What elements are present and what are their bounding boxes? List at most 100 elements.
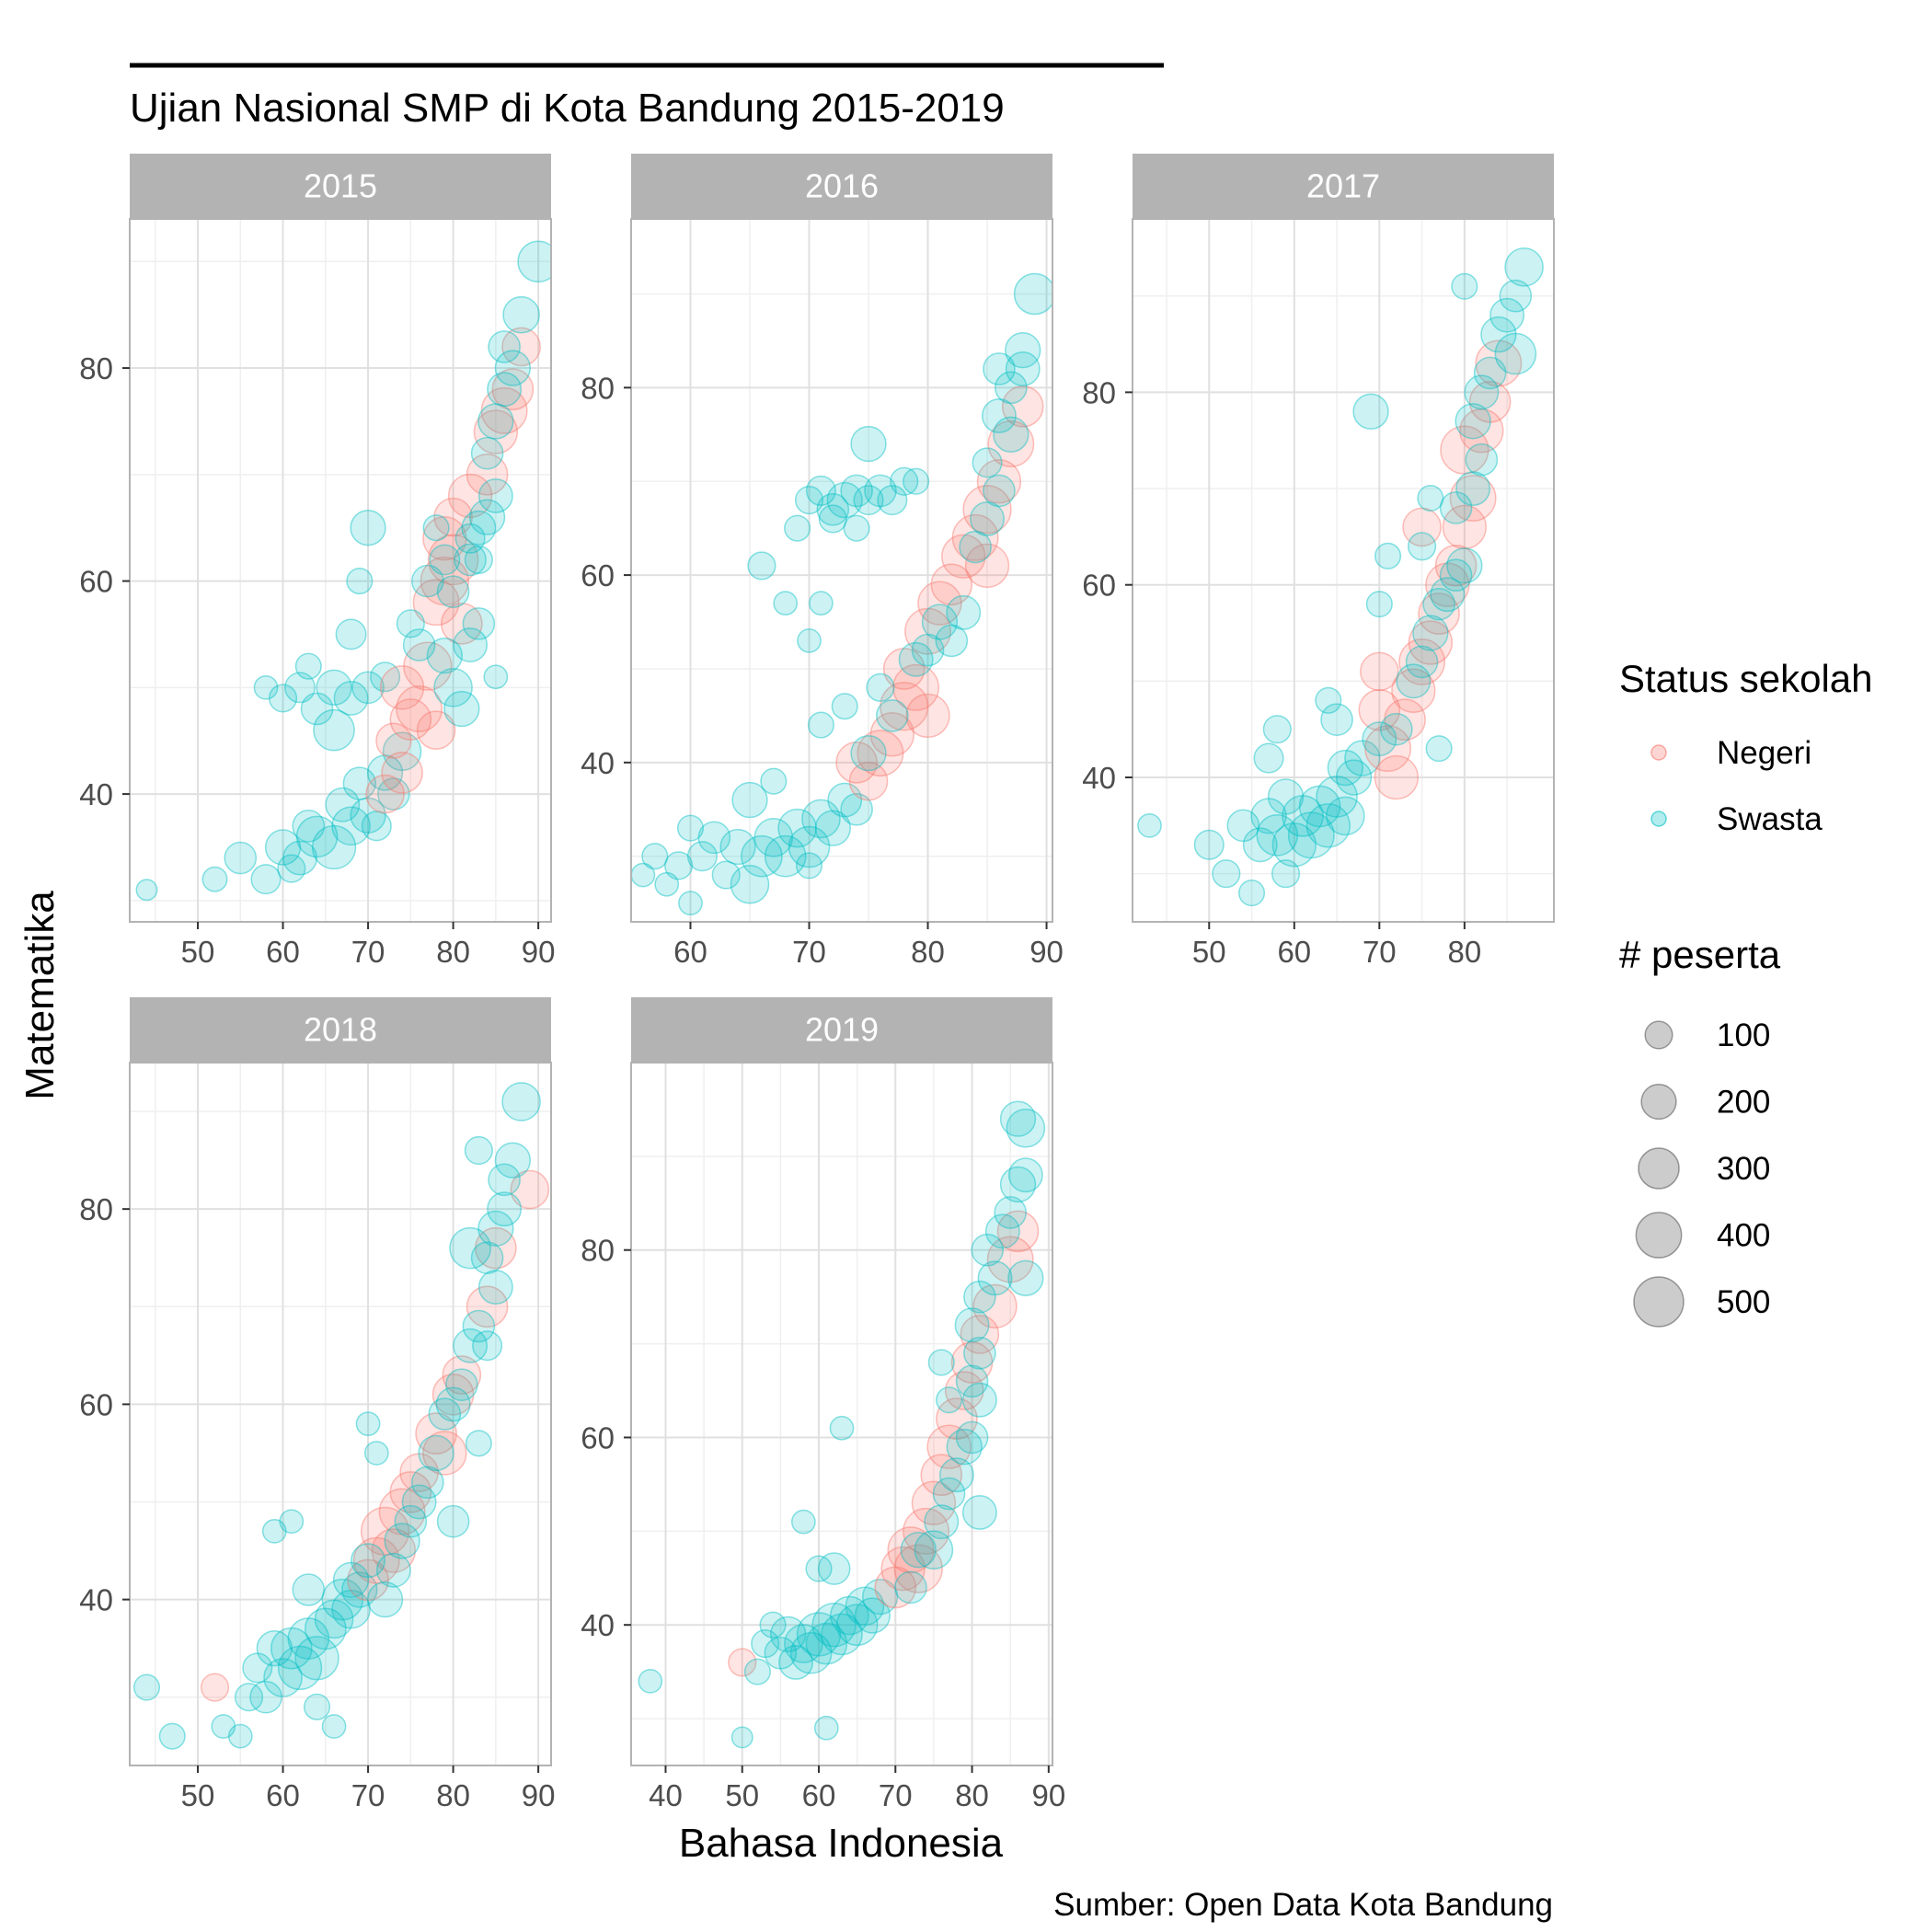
data-point-swasta (936, 1386, 963, 1414)
data-point-swasta (894, 1570, 927, 1604)
data-point-swasta (477, 403, 514, 440)
data-point-swasta (396, 609, 425, 638)
data-point-swasta (234, 1683, 264, 1712)
data-point-swasta (384, 1523, 420, 1559)
data-point-swasta (361, 811, 392, 842)
data-point-negeri (917, 581, 962, 626)
data-point-swasta (811, 1603, 857, 1648)
x-tick-label: 60 (802, 1778, 836, 1812)
size-legend-key (1644, 1020, 1673, 1050)
facet-strip (631, 154, 1052, 219)
data-point-swasta (429, 544, 461, 576)
data-point-negeri (1402, 507, 1442, 547)
data-point-swasta (898, 641, 934, 677)
data-point-swasta (1344, 740, 1381, 776)
data-point-negeri (951, 513, 999, 561)
data-point-negeri (1358, 688, 1401, 731)
data-point-swasta (350, 510, 386, 546)
x-tick-label: 40 (649, 1778, 683, 1812)
data-point-swasta (697, 821, 731, 855)
data-point-swasta (1405, 645, 1439, 679)
data-point-negeri (880, 1546, 926, 1592)
data-point-swasta (809, 591, 834, 616)
data-point-swasta (470, 436, 504, 470)
data-point-negeri (1468, 381, 1512, 423)
data-point-swasta (1412, 615, 1449, 651)
data-point-swasta (961, 1382, 997, 1418)
panel-grid (130, 219, 551, 922)
data-point-swasta (751, 1628, 780, 1659)
data-point-swasta (1380, 712, 1413, 746)
panel-2016: 2016 60 70 80 90 40 60 80 (581, 154, 1064, 969)
data-point-swasta (487, 372, 523, 408)
data-point-swasta (132, 1673, 161, 1701)
data-point-swasta (972, 447, 1003, 478)
data-point-negeri (976, 459, 1022, 504)
data-point-swasta (304, 1693, 331, 1720)
x-tick-label: 80 (436, 1778, 470, 1812)
data-point-swasta (454, 523, 486, 554)
data-point-negeri (427, 534, 479, 586)
x-tick-label: 80 (436, 935, 470, 969)
data-point-swasta (946, 1428, 983, 1466)
data-point-swasta (993, 416, 1029, 453)
data-point-swasta (250, 864, 282, 895)
data-point-negeri (835, 742, 878, 784)
y-tick-label: 80 (581, 1234, 615, 1268)
data-point-swasta (436, 1504, 470, 1538)
data-point-swasta (1013, 272, 1052, 316)
data-point-swasta (1425, 735, 1453, 763)
data-point-swasta (861, 1578, 899, 1616)
data-point-swasta (805, 1622, 848, 1665)
data-point-swasta (784, 514, 811, 542)
data-point-negeri (892, 663, 940, 711)
data-point-swasta (995, 371, 1028, 405)
data-point-negeri (1425, 562, 1470, 607)
data-point-swasta (814, 810, 851, 846)
data-point-swasta (955, 1364, 989, 1398)
data-point-swasta (1465, 443, 1499, 477)
data-point-swasta (963, 1280, 996, 1314)
x-tick-label: 90 (1029, 935, 1064, 969)
y-tick-label: 80 (79, 351, 113, 385)
data-point-swasta (1439, 558, 1473, 592)
data-point-negeri (371, 1528, 416, 1573)
data-point-swasta (818, 504, 847, 534)
data-point-swasta (790, 1509, 816, 1535)
data-point-swasta (346, 568, 374, 595)
data-point-negeri (375, 722, 412, 759)
panel-2015: 2015 50 60 70 80 90 40 60 80 (79, 154, 555, 969)
data-point-swasta (983, 474, 1016, 508)
data-point-negeri (936, 1397, 978, 1440)
size-legend-label: 200 (1717, 1085, 1770, 1121)
data-point-negeri (420, 556, 469, 606)
data-point-swasta (443, 690, 480, 728)
data-point-swasta (1193, 829, 1225, 860)
data-point-swasta (1396, 663, 1432, 699)
data-point-swasta (294, 1636, 339, 1681)
x-tick-label: 50 (181, 935, 215, 969)
data-point-swasta (835, 1604, 879, 1646)
data-point-swasta (1007, 1259, 1044, 1296)
data-point-negeri (441, 603, 483, 645)
data-point-negeri (399, 1453, 439, 1492)
data-point-negeri (848, 761, 889, 801)
data-point-swasta (433, 668, 473, 707)
y-axis-title: Matematika (17, 891, 63, 1100)
y-tick-label: 40 (79, 1583, 113, 1617)
data-point-swasta (1267, 778, 1305, 815)
data-point-swasta (784, 1624, 823, 1663)
size-legend-label: 300 (1717, 1151, 1770, 1187)
data-point-swasta (382, 731, 422, 772)
y-tick-label: 40 (581, 1608, 615, 1642)
data-point-swasta (428, 1397, 462, 1431)
data-point-negeri (880, 682, 929, 731)
panel-grid (631, 219, 1052, 922)
data-point-swasta (843, 514, 870, 542)
facet-strip (1133, 154, 1554, 219)
data-point-swasta (1262, 715, 1292, 744)
data-point-negeri (964, 543, 1010, 589)
data-point-swasta (435, 1386, 471, 1422)
data-point-swasta (831, 693, 858, 720)
